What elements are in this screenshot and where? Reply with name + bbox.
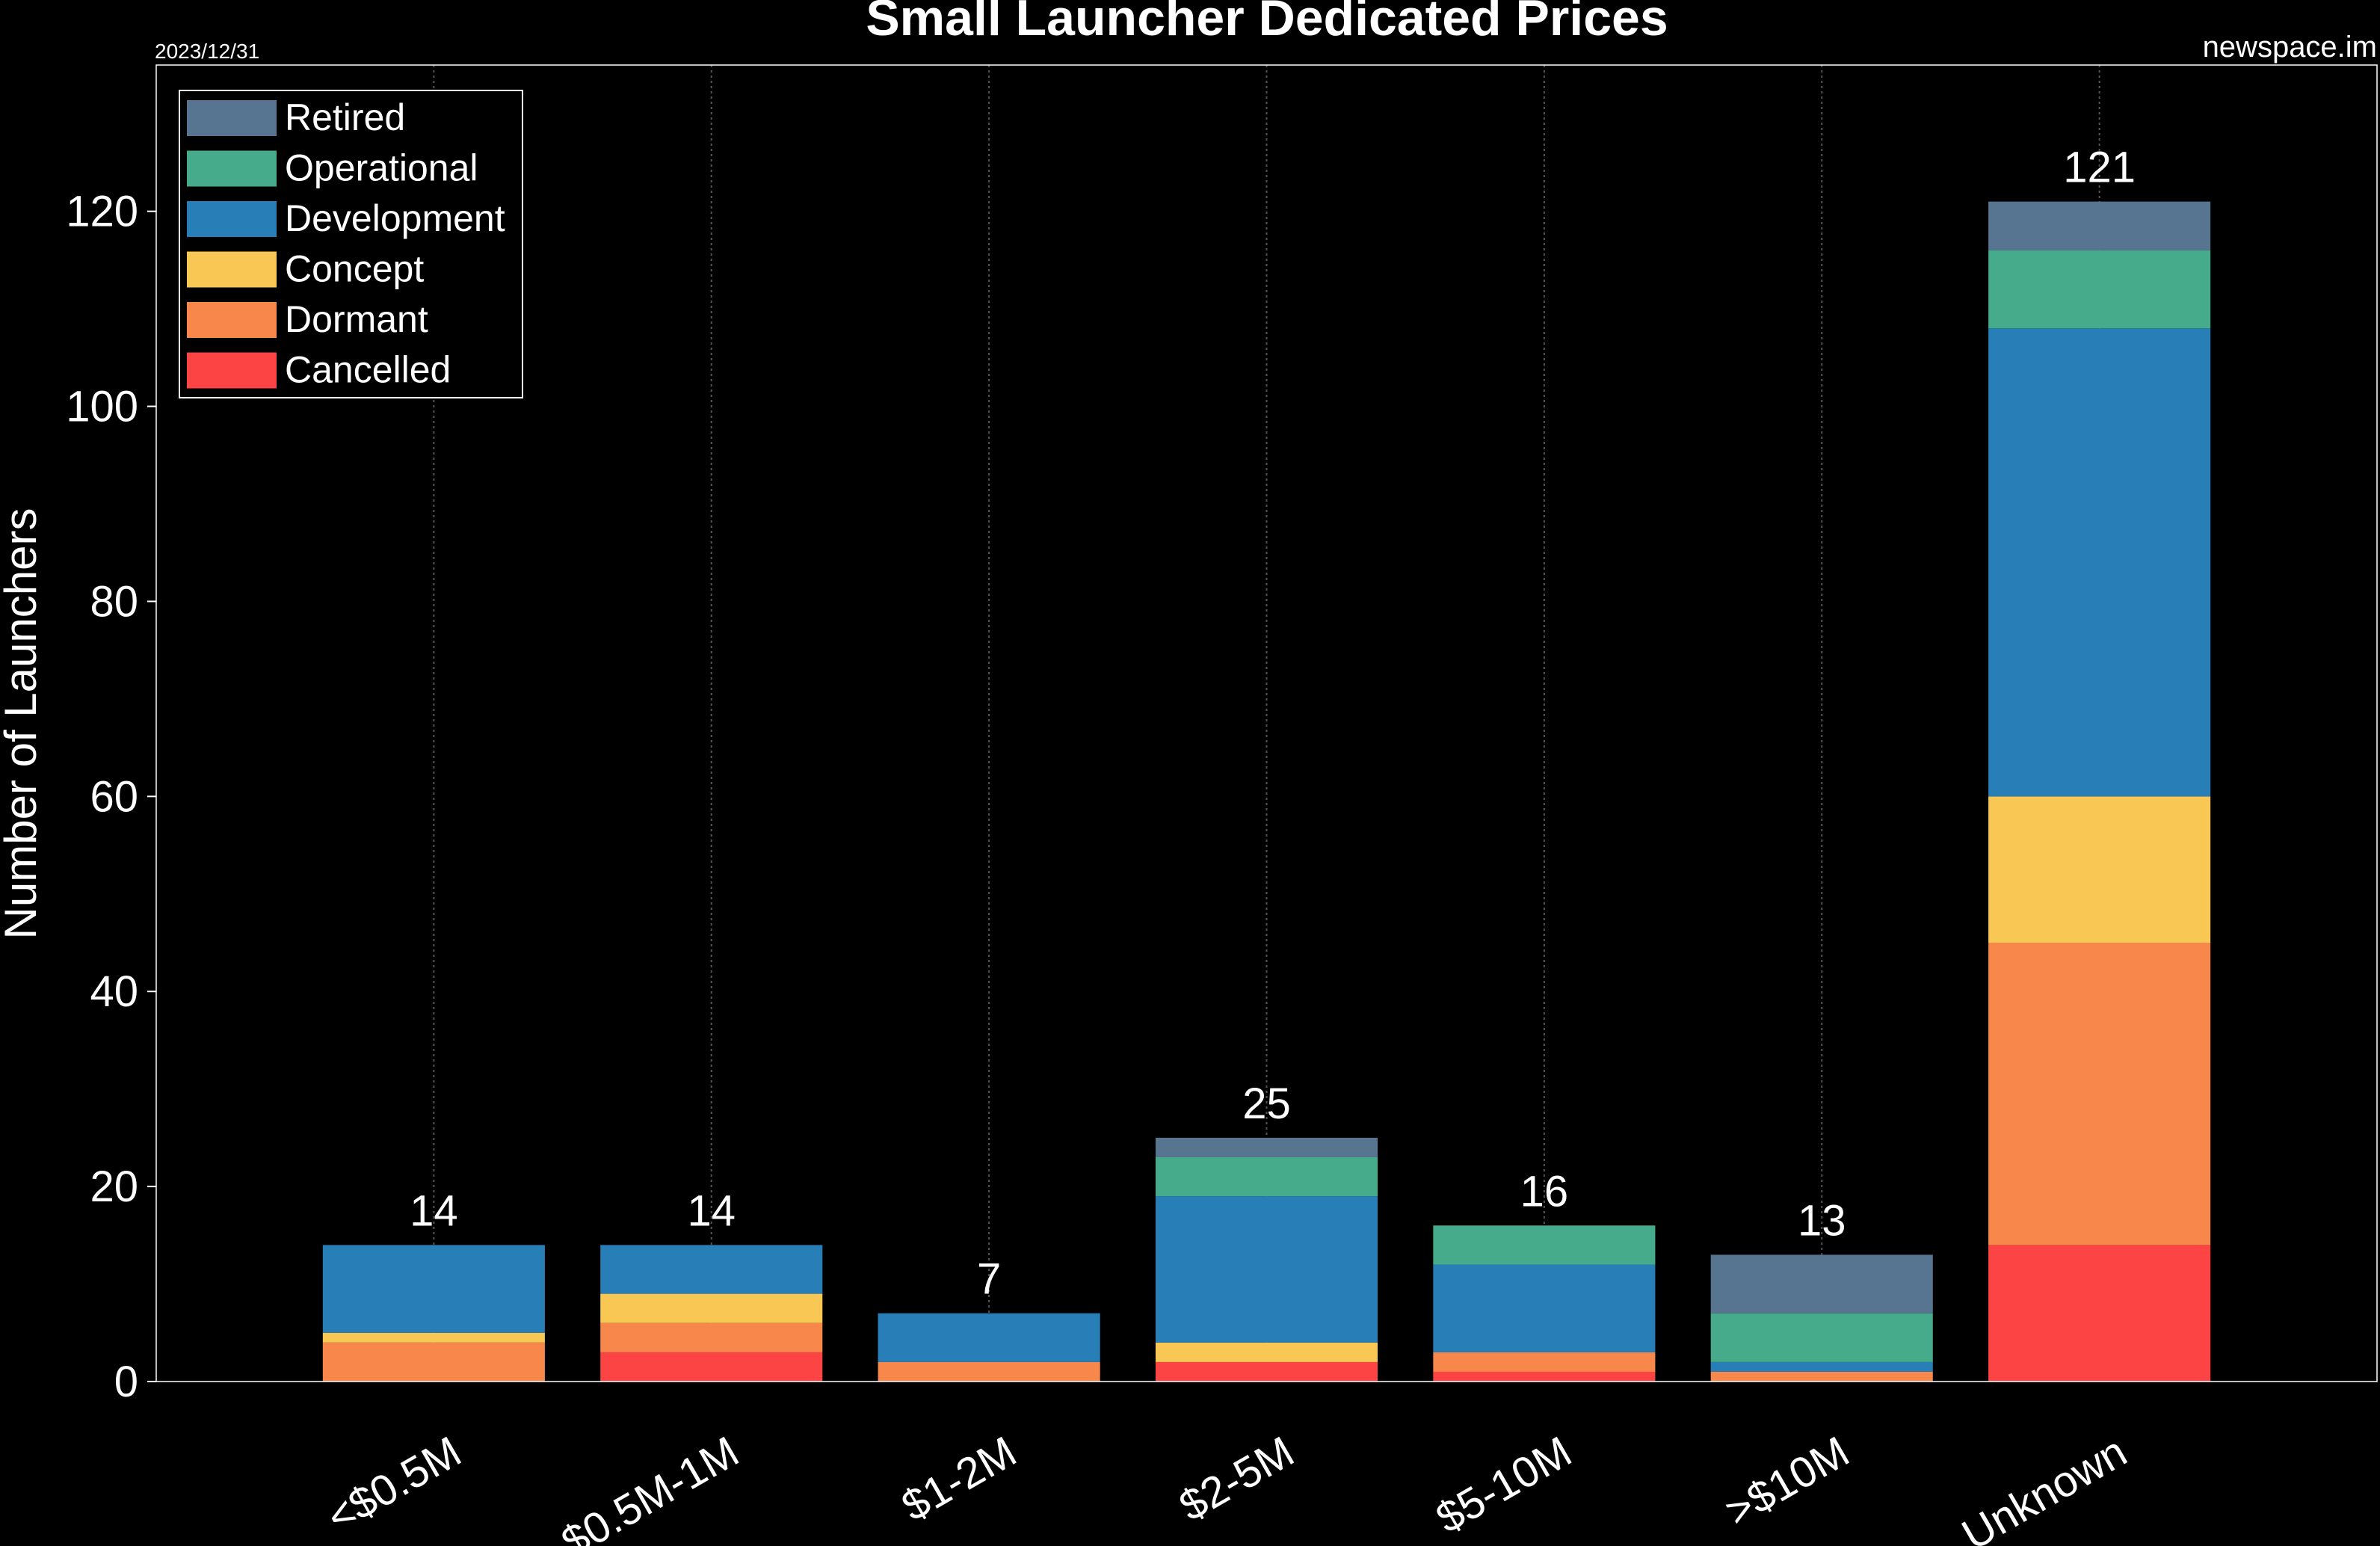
total-label: 7 — [977, 1255, 1001, 1304]
bar-segment-concept — [600, 1293, 823, 1323]
bar-segment-development — [1155, 1196, 1378, 1343]
bar-segment-development — [600, 1245, 823, 1294]
legend-label: Retired — [285, 96, 405, 138]
bar-segment-dormant — [1988, 943, 2211, 1245]
total-label: 13 — [1798, 1196, 1846, 1245]
total-label: 14 — [687, 1186, 736, 1235]
bar-segment-dormant — [322, 1342, 545, 1382]
y-axis-label: Number of Launchers — [0, 508, 46, 940]
legend-label: Dormant — [285, 298, 428, 340]
bar-segment-concept — [322, 1332, 545, 1343]
legend-swatch — [187, 251, 277, 288]
bar-segment-operational — [1433, 1225, 1656, 1265]
legend-swatch — [187, 150, 277, 187]
bar-segment-concept — [1155, 1342, 1378, 1362]
bar-segment-concept — [1988, 796, 2211, 943]
bar-segment-dormant — [878, 1361, 1100, 1382]
y-tick-label: 0 — [114, 1358, 138, 1406]
bars — [322, 201, 2211, 1382]
bar-segment-dormant — [1710, 1371, 1933, 1382]
y-tick-label: 60 — [90, 772, 138, 821]
y-tick-label: 100 — [66, 383, 138, 431]
legend-swatch — [187, 100, 277, 136]
bar-segment-development — [322, 1245, 545, 1333]
total-label: 16 — [1520, 1167, 1569, 1216]
legend-swatch — [187, 201, 277, 237]
bar-segment-cancelled — [1433, 1371, 1656, 1382]
legend-swatch — [187, 352, 277, 389]
total-label: 121 — [2063, 144, 2136, 192]
legend-swatch — [187, 302, 277, 338]
y-tick-label: 120 — [66, 188, 138, 236]
legend-label: Operational — [285, 147, 478, 189]
y-axis: 0 20 40 60 80 100 120 — [66, 188, 156, 1406]
y-tick-label: 80 — [90, 577, 138, 626]
bar-segment-operational — [1710, 1313, 1933, 1362]
bar-segment-development — [1988, 328, 2211, 797]
bar-segment-development — [1710, 1361, 1933, 1372]
legend-label: Concept — [285, 248, 424, 290]
y-tick-label: 20 — [90, 1162, 138, 1211]
plot-frame — [155, 64, 2378, 1382]
bar-segment-development — [878, 1313, 1100, 1362]
legend-label: Cancelled — [285, 349, 451, 391]
legend: Retired Operational Development Concept Dorm… — [179, 90, 523, 398]
bar-segment-operational — [1155, 1157, 1378, 1197]
bar-segment-operational — [1988, 250, 2211, 329]
legend-box — [179, 90, 523, 398]
date-label: 2023/12/31 — [155, 40, 259, 63]
bar-segment-retired — [1710, 1254, 1933, 1314]
bar-segment-cancelled — [600, 1352, 823, 1382]
bar-segment-retired — [1155, 1137, 1378, 1157]
chart-title: Small Launcher Dedicated Prices — [866, 0, 1668, 46]
bar-segment-development — [1433, 1264, 1656, 1352]
bar-segment-cancelled — [1988, 1245, 2211, 1382]
bar-segment-dormant — [1433, 1352, 1656, 1372]
y-tick-label: 40 — [90, 967, 138, 1016]
total-label: 25 — [1242, 1080, 1291, 1128]
bar-segment-dormant — [600, 1322, 823, 1352]
legend-label: Development — [285, 197, 505, 239]
bar-segment-cancelled — [1155, 1361, 1378, 1382]
bar-segment-retired — [1988, 201, 2211, 250]
source-label: newspace.im — [2203, 31, 2377, 64]
total-label: 14 — [410, 1186, 458, 1235]
total-labels: 14 14 7 25 16 13 121 — [410, 144, 2136, 1304]
